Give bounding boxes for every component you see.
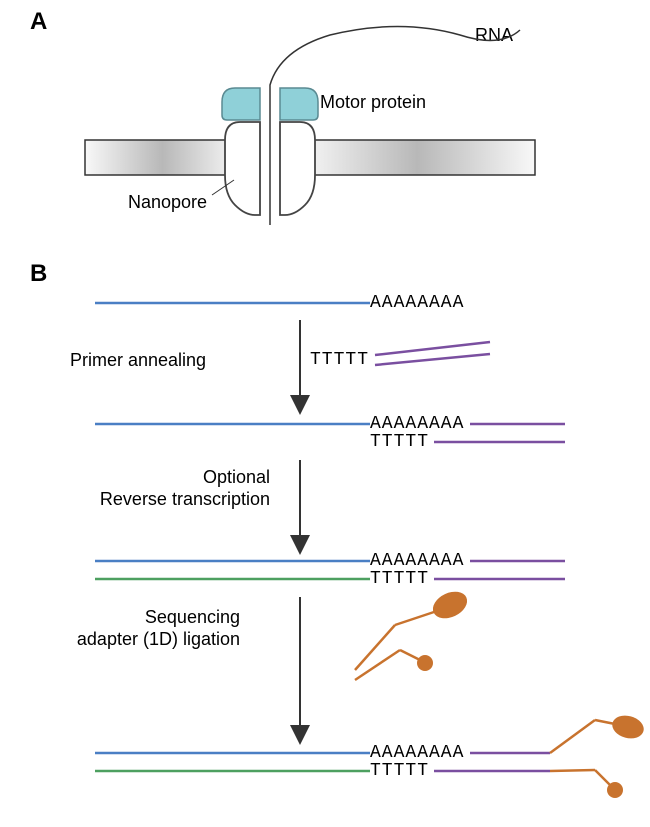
panel-a-group (85, 27, 535, 226)
nanopore-left (225, 122, 260, 215)
primer-top-float (375, 342, 490, 355)
membrane-right (300, 140, 535, 175)
nanopore-right (280, 122, 315, 215)
motor-right (280, 88, 318, 120)
membrane-left (85, 140, 240, 175)
adapter-float (355, 587, 471, 680)
primer-bot-float (375, 354, 490, 365)
panel-b-group (95, 303, 646, 798)
motor-left (222, 88, 260, 120)
adapter-attached (550, 712, 646, 798)
diagram-svg (0, 0, 650, 827)
